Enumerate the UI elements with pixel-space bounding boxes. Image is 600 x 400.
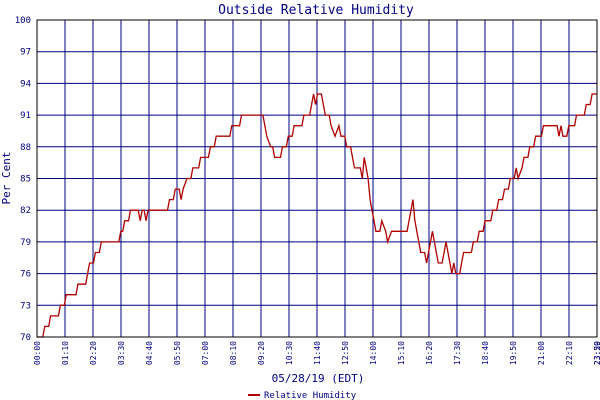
legend-label-relative-humidity: Relative Humidity — [264, 391, 357, 400]
x-tick-label: 02:20 — [89, 341, 98, 365]
x-tick-label: 23:20 — [593, 341, 600, 365]
y-axis-label: Per Cent — [0, 152, 13, 205]
y-tick-label: 79 — [20, 238, 31, 248]
y-tick-label: 91 — [20, 111, 31, 121]
x-tick-label: 12:50 — [341, 341, 350, 365]
y-tick-label: 100 — [15, 16, 31, 26]
legend: Relative Humidity — [248, 391, 357, 400]
y-tick-label: 88 — [20, 143, 31, 153]
series-group — [37, 93, 597, 338]
series-line-relative-humidity — [37, 93, 597, 338]
x-tick-label: 00:00 — [33, 341, 42, 365]
x-tick-label: 23:59 — [593, 341, 600, 365]
y-tick-label: 85 — [20, 175, 31, 185]
x-tick-label: 04:40 — [145, 341, 154, 365]
y-tick-label: 97 — [20, 48, 31, 58]
chart-title: Outside Relative Humidity — [218, 3, 414, 18]
y-tick-label: 82 — [20, 206, 31, 216]
x-tick-label: 18:40 — [481, 341, 490, 365]
x-tick-label: 19:50 — [509, 341, 518, 365]
x-tick-label: 11:40 — [313, 341, 322, 365]
x-tick-label: 10:30 — [285, 341, 294, 365]
x-tick-label: 14:00 — [369, 341, 378, 365]
x-axis-label: 05/28/19 (EDT) — [272, 372, 365, 385]
x-tick-label: 08:10 — [229, 341, 238, 365]
y-tick-labels: 70 73 76 79 82 85 88 91 94 97 100 — [15, 16, 31, 343]
plot-frame — [36, 19, 598, 338]
y-tick-label: 76 — [20, 270, 31, 280]
x-tick-label: 07:00 — [201, 341, 210, 365]
y-tick-label: 73 — [20, 301, 31, 311]
x-tick-label: 21:00 — [537, 341, 546, 365]
x-tick-label: 09:20 — [257, 341, 266, 365]
x-tick-label: 15:10 — [397, 341, 406, 365]
x-tick-label: 16:20 — [425, 341, 434, 365]
x-tick-label: 03:30 — [117, 341, 126, 365]
x-tick-label: 01:10 — [61, 341, 70, 365]
y-tick-label: 70 — [20, 333, 31, 343]
y-tick-label: 94 — [20, 79, 31, 89]
x-tick-label: 17:30 — [453, 341, 462, 365]
x-tick-label: 22:10 — [565, 341, 574, 365]
x-tick-labels: 00:00 01:10 02:20 03:30 04:40 05:50 07:00 08:10… — [33, 341, 600, 365]
x-tick-label: 05:50 — [173, 341, 182, 365]
